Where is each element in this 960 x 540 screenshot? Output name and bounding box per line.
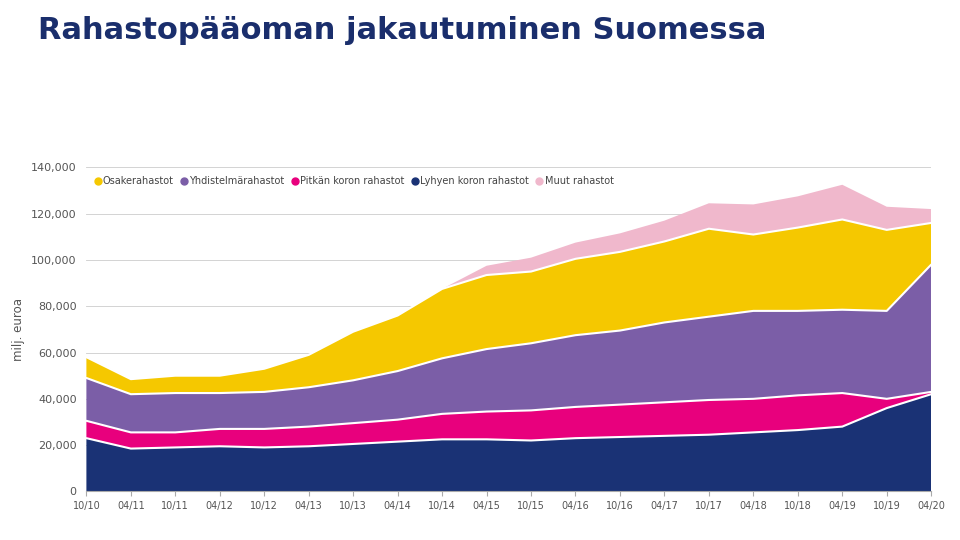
- Y-axis label: milj. euroa: milj. euroa: [12, 298, 26, 361]
- Legend: Osakerahastot, Yhdistelmärahastot, Pitkän koron rahastot, Lyhyen koron rahastot,: Osakerahastot, Yhdistelmärahastot, Pitkä…: [91, 172, 617, 190]
- Text: Rahastopääoman jakautuminen Suomessa: Rahastopääoman jakautuminen Suomessa: [38, 16, 767, 45]
